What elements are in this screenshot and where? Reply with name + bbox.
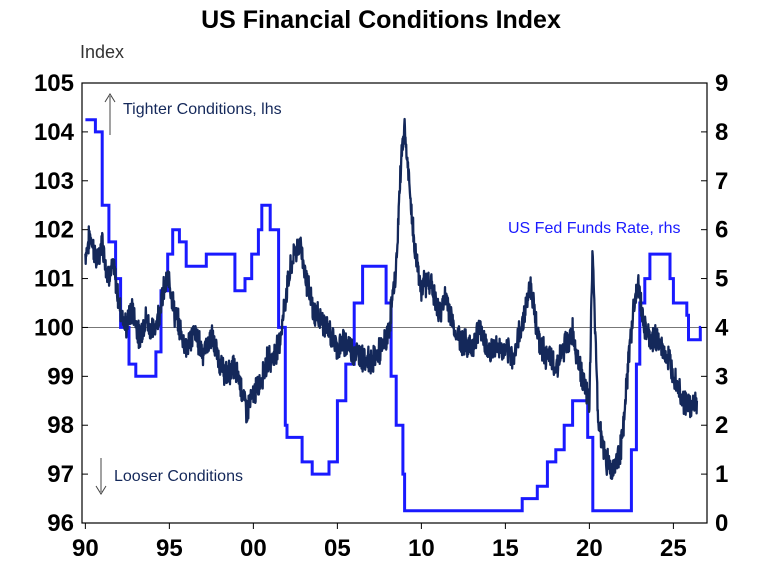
right-axis-tick-label: 8: [715, 119, 728, 146]
plot-frame: [81, 82, 708, 524]
x-axis-tick-label: 20: [576, 535, 603, 562]
right-axis-tick-label: 9: [715, 70, 728, 97]
left-axis-tick-label: 102: [34, 217, 74, 244]
right-axis-tick-label: 3: [715, 363, 728, 390]
x-axis-tick-label: 90: [72, 535, 99, 562]
x-axis-tick-label: 00: [240, 535, 267, 562]
fed-funds-annotation: US Fed Funds Rate, rhs: [508, 220, 681, 237]
x-axis-tick-label: 25: [660, 535, 687, 562]
chart-title: US Financial Conditions Index: [201, 6, 561, 34]
financial-conditions-index-series: [84, 117, 699, 481]
left-axis-tick-label: 97: [47, 461, 74, 488]
looser-arrowhead-icon: [95, 485, 107, 495]
left-axis-tick-label: 104: [34, 119, 75, 146]
tighter-annotation: Tighter Conditions, lhs: [123, 101, 282, 118]
right-axis-tick-label: 0: [715, 510, 728, 537]
x-axis-tick-label: 95: [156, 535, 183, 562]
x-axis-tick-label: 15: [492, 535, 519, 562]
right-axis-tick-label: 1: [715, 461, 728, 488]
series-layer: [84, 117, 702, 513]
left-axis-tick-label: 100: [34, 314, 74, 341]
left-axis-tick-label: 96: [47, 510, 74, 537]
right-axis-tick-label: 6: [715, 217, 728, 244]
right-axis-tick-label: 7: [715, 168, 728, 195]
left-axis-tick-label: 99: [47, 363, 74, 390]
left-axis-tick-label: 103: [34, 168, 74, 195]
right-axis-tick-label: 4: [715, 314, 729, 341]
left-axis-unit-label: Index: [80, 42, 124, 62]
tighter-arrowhead-icon: [104, 93, 116, 103]
tick-layer: 96 97 98 99 100 101 102 103 104 105 0 1 2 3 4 5 6 7 8 9 90 95…: [34, 70, 729, 562]
left-axis-tick-label: 98: [47, 412, 74, 439]
right-axis-tick-label: 5: [715, 266, 728, 293]
right-axis-tick-label: 2: [715, 412, 728, 439]
x-axis-tick-label: 05: [324, 535, 351, 562]
looser-annotation: Looser Conditions: [114, 468, 243, 485]
left-axis-tick-label: 101: [34, 266, 74, 293]
left-axis-tick-label: 105: [34, 70, 74, 97]
x-axis-tick-label: 10: [408, 535, 435, 562]
